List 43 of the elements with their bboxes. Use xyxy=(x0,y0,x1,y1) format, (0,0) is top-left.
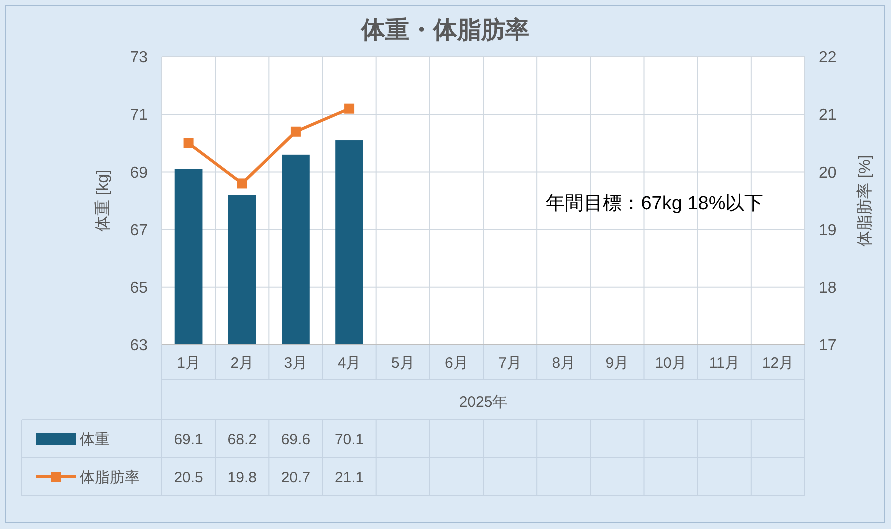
y2-tick-label: 18 xyxy=(819,280,837,297)
data-label: 70.1 xyxy=(334,431,364,448)
annotation: 年間目標：67kg 18%以下 xyxy=(546,194,764,215)
x-tick-label: 5月 xyxy=(391,355,415,372)
x-tick-label: 4月 xyxy=(338,355,362,372)
y-tick-label: 67 xyxy=(130,222,148,240)
legend-label: 体重 xyxy=(80,431,110,448)
y2-tick-label: 17 xyxy=(819,338,837,355)
y2-tick-label: 22 xyxy=(819,50,837,67)
x-axis-title: 2025年 xyxy=(459,394,508,411)
legend-label: 体脂肪率 xyxy=(80,469,140,486)
point xyxy=(184,138,194,148)
y2-tick-label: 19 xyxy=(819,222,837,240)
x-tick-label: 11月 xyxy=(709,355,740,372)
y2-tick-label: 20 xyxy=(819,164,837,182)
y2-axis-title: 体脂肪率 [%] xyxy=(856,155,874,247)
chart-title: 体重・体脂肪率 xyxy=(360,17,530,44)
data-label: 69.1 xyxy=(174,431,204,448)
x-tick-label: 10月 xyxy=(655,355,687,372)
x-tick-label: 3月 xyxy=(284,355,308,372)
x-tick-label: 9月 xyxy=(606,355,630,372)
y-tick-label: 65 xyxy=(130,280,148,297)
x-tick-label: 1月 xyxy=(177,355,200,372)
point xyxy=(344,104,355,114)
point xyxy=(290,126,301,137)
y2-tick-label: 21 xyxy=(819,107,837,124)
data-label: 20.5 xyxy=(174,469,204,486)
data-label: 68.2 xyxy=(228,431,257,448)
point xyxy=(237,178,248,189)
data-label: 69.6 xyxy=(281,431,311,448)
data-label: 20.7 xyxy=(281,469,311,486)
x-tick-label: 2月 xyxy=(230,355,254,372)
data-label: 21.1 xyxy=(334,469,364,486)
y-axis-title: 体重 [kg] xyxy=(94,170,112,232)
y-tick-label: 63 xyxy=(130,338,148,355)
x-tick-label: 8月 xyxy=(552,355,576,372)
x-tick-label: 12月 xyxy=(762,355,794,372)
data-label: 19.8 xyxy=(228,469,257,486)
y-tick-label: 73 xyxy=(130,50,148,67)
x-tick-label: 6月 xyxy=(445,355,468,372)
x-tick-label: 7月 xyxy=(498,355,522,372)
y-tick-label: 71 xyxy=(130,107,148,124)
y-tick-label: 69 xyxy=(130,164,148,182)
